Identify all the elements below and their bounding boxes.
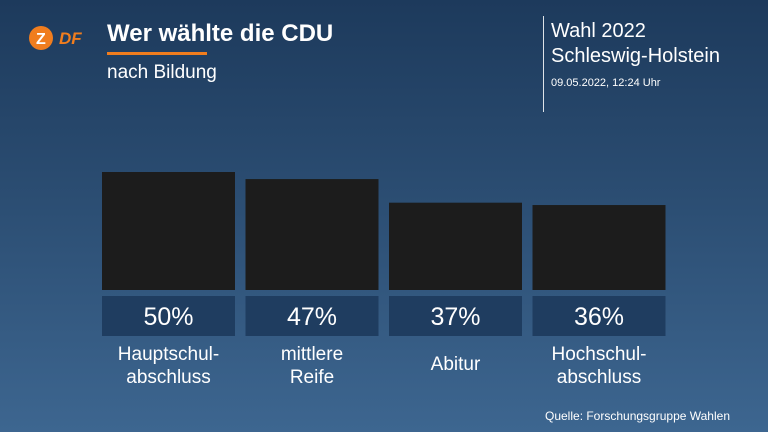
value-label-box: [245, 296, 379, 336]
value-label: 47%: [287, 303, 337, 331]
timestamp: 09.05.2022, 12:24 Uhr: [551, 77, 661, 89]
value-label: 37%: [430, 303, 480, 331]
svg-text:Z: Z: [36, 31, 46, 48]
header-divider: [543, 16, 544, 112]
category-label: Reife: [290, 367, 334, 388]
category-label: Hauptschul-: [118, 344, 219, 365]
chart-subtitle: nach Bildung: [107, 62, 217, 83]
value-label-box: [102, 296, 235, 336]
bar: [532, 205, 666, 290]
source-note: Quelle: Forschungsgruppe Wahlen: [545, 409, 730, 423]
value-label-box: [532, 296, 666, 336]
value-label-box: [389, 296, 522, 336]
bar: [102, 172, 235, 290]
chart-title: Wer wählte die CDU: [107, 20, 334, 47]
zdf-logo: DF Z: [28, 24, 86, 52]
event-title: Wahl 2022: [551, 20, 646, 42]
category-label: mittlere: [281, 344, 343, 365]
value-label: 36%: [574, 303, 624, 331]
category-label: Abitur: [431, 354, 481, 375]
bar: [245, 179, 379, 290]
bar: [389, 202, 522, 290]
title-underline: [107, 52, 207, 55]
category-label: abschluss: [557, 367, 642, 388]
category-label: Hochschul-: [551, 344, 646, 365]
category-label: abschluss: [126, 367, 211, 388]
svg-text:DF: DF: [59, 29, 82, 48]
value-label: 50%: [143, 303, 193, 331]
event-region: Schleswig-Holstein: [551, 45, 720, 67]
